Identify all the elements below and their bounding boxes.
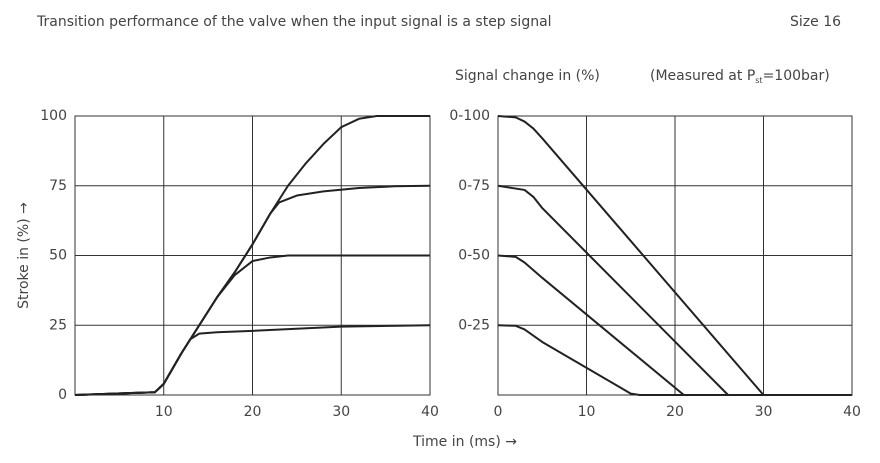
y-tick-label: 0-25	[458, 317, 490, 333]
x-tick-label: 20	[244, 404, 262, 420]
note: (Measured at Pst=100bar)	[650, 68, 830, 85]
note-text: (Measured at P	[650, 68, 755, 84]
x-tick-label: 30	[332, 404, 350, 420]
x-tick-label: 20	[666, 404, 684, 420]
y-axis-label: Signal change in (%)	[455, 68, 600, 84]
y-tick-label: 100	[40, 108, 67, 124]
y-tick-label: 0	[58, 387, 67, 403]
note-text: =100bar)	[763, 68, 830, 84]
title: Transition performance of the valve when…	[36, 14, 552, 30]
line-series	[74, 324, 431, 396]
y-axis-label: Stroke in (%) →	[16, 202, 32, 309]
y-tick-label: 0-50	[458, 248, 490, 264]
x-tick-label: 40	[421, 404, 439, 420]
note-sub: st	[755, 76, 762, 85]
y-tick-label: 0-75	[458, 178, 490, 194]
size-label: Size 16	[790, 14, 841, 30]
y-tick-label: 0-100	[449, 108, 490, 124]
line-series	[497, 324, 852, 396]
y-tick-label: 25	[49, 317, 67, 333]
y-tick-label: 75	[49, 178, 67, 194]
x-tick-label: 40	[843, 404, 861, 420]
y-tick-label: 50	[49, 248, 67, 264]
x-axis-label: Time in (ms) →	[412, 434, 517, 450]
x-tick-label: 0	[494, 404, 503, 420]
x-tick-label: 30	[755, 404, 773, 420]
x-tick-label: 10	[578, 404, 596, 420]
x-tick-label: 10	[155, 404, 173, 420]
